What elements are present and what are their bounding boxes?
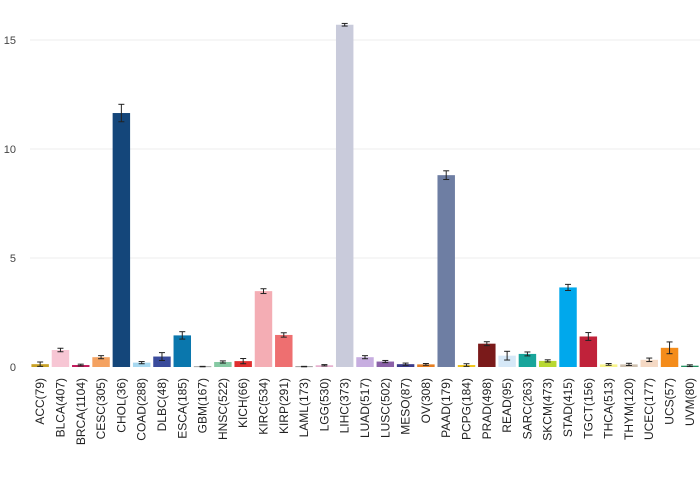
bar: [92, 357, 110, 367]
y-axis-ticks: 0 5 10 15: [4, 35, 16, 374]
error-bar: [321, 364, 328, 367]
error-bar: [504, 350, 511, 361]
error-bar: [382, 359, 389, 364]
x-tick-label: LUAD(517): [358, 378, 372, 438]
y-tick-label: 5: [10, 253, 16, 265]
bar: [518, 353, 537, 367]
x-tick-label: PAAD(179): [439, 378, 453, 438]
error-bar: [524, 351, 531, 357]
bar: [153, 356, 171, 367]
error-bar: [422, 363, 429, 366]
x-tick-label: ACC(79): [33, 378, 47, 425]
bar: [173, 335, 192, 367]
error-bar: [179, 331, 186, 340]
x-tick-label: DLBC(48): [155, 378, 169, 431]
x-tick-label: STAD(415): [561, 378, 575, 437]
x-tick-label: THYM(120): [622, 378, 636, 440]
x-tick-label: OV(308): [419, 378, 433, 423]
bar: [579, 336, 598, 367]
error-bar: [240, 357, 247, 365]
x-tick-label: PRAD(498): [480, 378, 494, 439]
bar: [498, 355, 516, 367]
error-bar: [666, 341, 673, 355]
error-bar: [463, 363, 470, 367]
x-tick-label: COAD(288): [135, 378, 149, 441]
bar: [254, 291, 273, 367]
error-bar: [544, 359, 551, 363]
x-tick-label: KICH(66): [236, 378, 250, 428]
error-bar: [158, 352, 165, 361]
x-tick-label: LAML(173): [297, 378, 311, 437]
x-tick-label: THCA(513): [602, 378, 616, 439]
bar: [538, 360, 557, 367]
error-bar: [260, 288, 267, 295]
x-tick-label: UVM(80): [683, 378, 697, 426]
error-bar: [483, 341, 490, 347]
error-bar: [98, 355, 105, 360]
bar: [112, 113, 131, 367]
error-bar: [686, 364, 693, 368]
y-tick-label: 15: [4, 35, 16, 47]
error-bar: [57, 347, 64, 353]
x-tick-label: UCS(57): [663, 378, 677, 425]
bar: [559, 287, 577, 367]
error-bar: [219, 360, 226, 364]
y-tick-label: 10: [4, 144, 16, 156]
bar: [376, 361, 395, 367]
x-tick-label: UCEC(177): [642, 378, 656, 440]
bars: [31, 24, 699, 368]
x-tick-label: SKCM(473): [541, 378, 555, 441]
error-bar: [37, 361, 44, 367]
x-tick-label: SARC(263): [520, 378, 534, 439]
x-tick-label: LGG(530): [317, 378, 331, 431]
x-tick-label: LUSC(502): [378, 378, 392, 438]
x-tick-label: BRCA(1104): [74, 378, 88, 445]
error-bar: [341, 22, 348, 27]
bar: [660, 347, 679, 367]
x-tick-label: PCPG(184): [460, 378, 474, 440]
bar: [478, 343, 496, 367]
error-bar: [585, 332, 592, 341]
error-bar: [77, 363, 84, 367]
error-bars: [37, 22, 693, 368]
grid-lines: [30, 39, 700, 259]
error-bar: [118, 103, 125, 123]
error-bar: [443, 170, 450, 181]
x-tick-label: KIRC(534): [256, 378, 270, 435]
x-tick-label: ESCA(185): [175, 378, 189, 439]
error-bar: [362, 355, 368, 360]
error-bar: [625, 362, 632, 366]
error-bar: [280, 332, 287, 338]
x-tick-label: GBM(167): [196, 378, 210, 433]
x-tick-label: TGCT(156): [581, 378, 595, 439]
error-bar: [605, 363, 612, 366]
x-tick-label: BLCA(407): [53, 378, 67, 437]
x-tick-label: LIHC(373): [338, 378, 352, 433]
bar: [356, 357, 374, 367]
x-tick-label: HNSC(522): [216, 378, 230, 440]
x-tick-label: CESC(305): [94, 378, 108, 439]
x-tick-label: MESO(87): [399, 378, 413, 435]
error-bar: [138, 361, 145, 365]
x-axis-ticks: ACC(79) BLCA(407) BRCA(1104) CESC(305) CHOL(…: [33, 378, 697, 445]
bar: [214, 361, 232, 367]
y-tick-label: 0: [10, 362, 16, 374]
x-tick-label: CHOL(36): [114, 378, 128, 433]
bar: [275, 334, 293, 367]
error-bar: [402, 362, 409, 366]
bar: [437, 175, 455, 367]
x-tick-label: READ(95): [500, 378, 514, 433]
bar: [640, 359, 658, 367]
error-bar: [646, 357, 653, 363]
bar: [51, 349, 70, 367]
error-bar: [565, 283, 572, 291]
bar: [335, 24, 354, 368]
bar: [132, 362, 151, 367]
x-tick-label: KIRP(291): [277, 378, 291, 434]
